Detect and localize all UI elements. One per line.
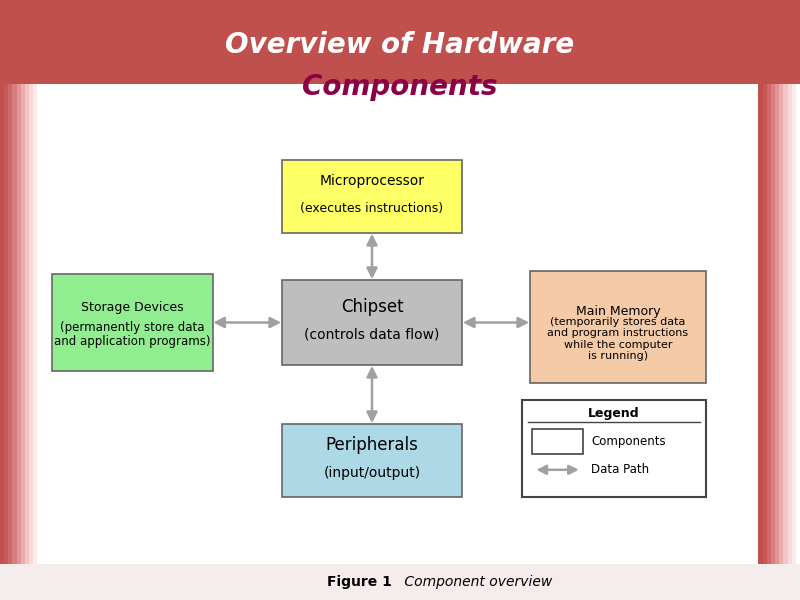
Bar: [762, 84, 766, 564]
Bar: [17, 84, 21, 564]
Bar: [771, 84, 775, 564]
Text: Microprocessor: Microprocessor: [319, 175, 425, 188]
Bar: [792, 84, 796, 564]
Text: (temporarily stores data
and program instructions
while the computer
is running): (temporarily stores data and program ins…: [547, 317, 689, 361]
Bar: [34, 84, 38, 564]
Text: Overview of Hardware: Overview of Hardware: [226, 31, 574, 59]
Bar: [13, 84, 17, 564]
Text: (permanently store data
and application programs): (permanently store data and application …: [54, 320, 210, 349]
Bar: [21, 84, 25, 564]
Text: Data Path: Data Path: [591, 463, 650, 476]
Bar: [796, 84, 800, 564]
Text: Components: Components: [302, 73, 498, 101]
Bar: [779, 84, 783, 564]
Text: Storage Devices: Storage Devices: [81, 301, 184, 314]
Text: (executes instructions): (executes instructions): [301, 202, 443, 215]
Bar: [8, 84, 13, 564]
Bar: [787, 84, 792, 564]
Bar: [0, 84, 4, 564]
Text: Figure 1: Figure 1: [327, 575, 392, 589]
Bar: [775, 84, 779, 564]
Bar: [0, 0, 800, 84]
FancyBboxPatch shape: [282, 160, 462, 233]
FancyBboxPatch shape: [52, 274, 213, 371]
Text: Main Memory: Main Memory: [576, 305, 660, 319]
Bar: [25, 84, 29, 564]
Text: Peripherals: Peripherals: [326, 437, 418, 455]
FancyBboxPatch shape: [532, 429, 583, 454]
FancyBboxPatch shape: [282, 424, 462, 497]
Text: Components: Components: [591, 435, 666, 448]
Bar: [29, 84, 34, 564]
Bar: [758, 84, 762, 564]
Bar: [766, 84, 771, 564]
Bar: [783, 84, 787, 564]
Bar: [42, 84, 758, 564]
Bar: [4, 84, 8, 564]
FancyBboxPatch shape: [530, 271, 706, 383]
Text: Chipset: Chipset: [341, 298, 403, 317]
Text: (controls data flow): (controls data flow): [304, 328, 440, 341]
Text: Component overview: Component overview: [400, 575, 552, 589]
Bar: [38, 84, 42, 564]
FancyBboxPatch shape: [522, 400, 706, 497]
FancyBboxPatch shape: [282, 280, 462, 365]
Text: (input/output): (input/output): [323, 466, 421, 479]
Text: Legend: Legend: [588, 407, 640, 421]
Bar: [0, 564, 800, 600]
